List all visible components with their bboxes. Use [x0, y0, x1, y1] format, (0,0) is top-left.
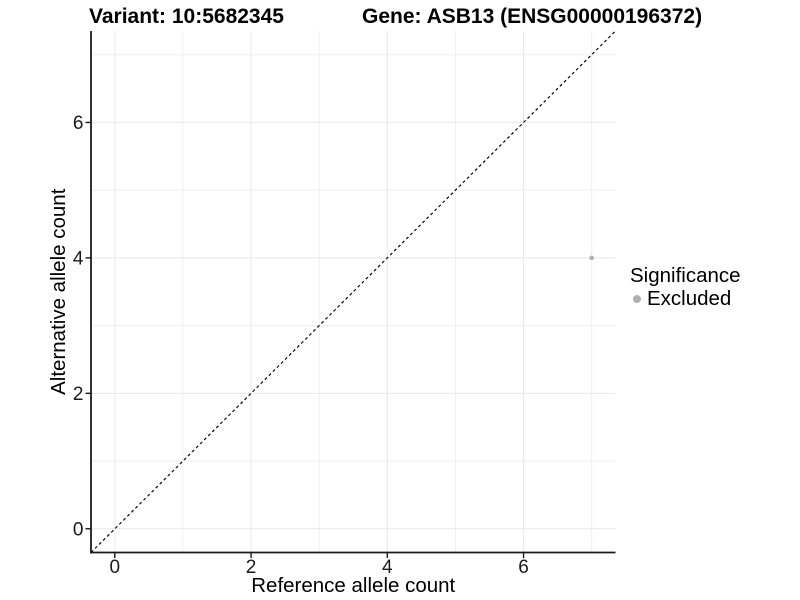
- x-axis-ticks: 0 2 4 6: [110, 552, 529, 578]
- identity-reference-line-group: [90, 30, 616, 553]
- y-axis-title: Alternative allele count: [47, 188, 70, 395]
- legend: Significance Excluded: [630, 264, 741, 310]
- x-tick-label: 6: [518, 557, 529, 578]
- y-tick-label: 6: [73, 113, 84, 134]
- plot-title-gene: Gene: ASB13 (ENSG00000196372): [362, 5, 703, 28]
- data-points: [589, 255, 594, 261]
- y-tick-label: 0: [73, 520, 84, 541]
- legend-title: Significance: [630, 264, 741, 287]
- legend-item-excluded: Excluded: [630, 287, 741, 310]
- data-point-excluded: [589, 255, 594, 261]
- x-tick-label: 4: [382, 557, 393, 578]
- y-tick-label: 4: [73, 249, 84, 270]
- axis-lines: [90, 31, 616, 554]
- y-axis-ticks: 0 2 4 6: [73, 113, 91, 541]
- minor-gridlines: [91, 31, 616, 553]
- x-axis-title: Reference allele count: [251, 574, 455, 597]
- legend-item-label: Excluded: [647, 287, 732, 310]
- x-tick-label: 2: [246, 557, 257, 578]
- x-tick-label: 0: [110, 557, 121, 578]
- plot-title-variant: Variant: 10:5682345: [89, 5, 284, 28]
- identity-dashed-line: [90, 30, 616, 553]
- excluded-point-icon: [633, 294, 641, 303]
- major-gridlines: [91, 31, 616, 553]
- y-tick-label: 2: [73, 384, 84, 405]
